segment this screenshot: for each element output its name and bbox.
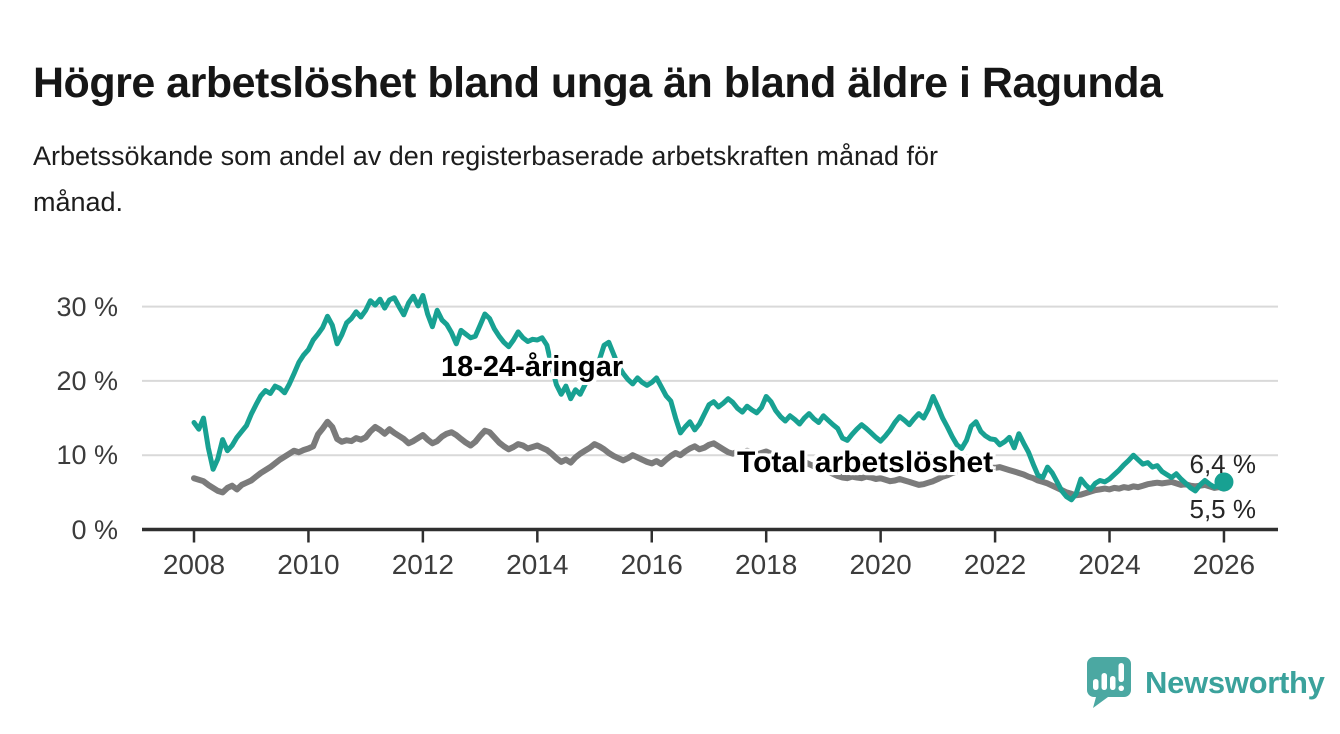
- logo-bar-1: [1093, 679, 1099, 690]
- x-tick-label: 2012: [391, 549, 455, 580]
- newsworthy-logo-icon: [1087, 657, 1131, 708]
- logo-bar-2: [1101, 673, 1107, 690]
- series-endpoint-dot: [1214, 472, 1234, 492]
- y-tick-label: 30 %: [56, 291, 118, 322]
- end-value-label-18-24: 6,4 %: [1189, 449, 1257, 479]
- subtitle-line-2: månad.: [33, 187, 124, 217]
- page-title: Högre arbetslöshet bland unga än bland ä…: [33, 58, 1163, 107]
- x-tick-label: 2016: [620, 549, 683, 580]
- y-tick-label: 0 %: [71, 514, 118, 545]
- y-tick-label: 20 %: [56, 365, 118, 396]
- logo-bar-3: [1110, 676, 1116, 690]
- y-tick-label: 10 %: [56, 440, 118, 471]
- x-tick-label: 2014: [506, 549, 569, 580]
- series-label-total: Total arbetslöshet: [737, 446, 994, 479]
- x-tick-label: 2010: [277, 549, 340, 580]
- chart-subtitle: Arbetssökande som andel av den registerb…: [33, 133, 1273, 225]
- x-tick-label: 2020: [849, 549, 912, 580]
- x-tick-label: 2018: [735, 549, 798, 580]
- x-tick-label: 2024: [1078, 549, 1141, 580]
- series-line-total: [191, 418, 1227, 499]
- series-line-18-24: [191, 293, 1227, 503]
- newsworthy-logo-text: Newsworthy: [1145, 665, 1325, 700]
- series-label-18-24: 18-24-åringar: [441, 351, 624, 383]
- logo-exclamation-dot: [1118, 685, 1124, 691]
- x-tick-label: 2026: [1192, 549, 1256, 580]
- newsworthy-branding: Newsworthy: [1086, 656, 1325, 710]
- end-value-label-total: 5,5 %: [1189, 494, 1257, 524]
- subtitle-line-1: Arbetssökande som andel av den registerb…: [33, 141, 939, 171]
- logo-exclamation-bar: [1118, 663, 1124, 682]
- x-tick-label: 2008: [162, 549, 226, 580]
- x-tick-label: 2022: [963, 549, 1027, 580]
